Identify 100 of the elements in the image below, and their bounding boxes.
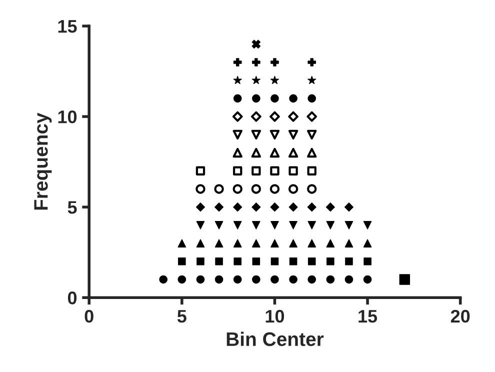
point <box>196 184 206 194</box>
point <box>308 58 316 66</box>
y-axis-title: Frequency <box>34 112 52 210</box>
point <box>306 111 318 122</box>
point <box>326 239 335 248</box>
point <box>363 239 372 248</box>
point <box>233 58 242 66</box>
point <box>307 184 317 194</box>
point <box>363 275 372 284</box>
point <box>326 258 334 266</box>
point <box>252 166 261 176</box>
point <box>252 239 260 248</box>
point <box>288 148 298 158</box>
y-tick-label: 10 <box>58 110 77 124</box>
y-tick-label: 5 <box>68 201 77 214</box>
point <box>288 111 298 122</box>
point <box>233 221 242 230</box>
point <box>270 184 280 194</box>
point <box>399 274 410 285</box>
point <box>344 202 354 212</box>
point <box>270 130 280 140</box>
point <box>308 94 316 103</box>
point <box>270 58 279 66</box>
point <box>178 275 186 284</box>
point <box>233 202 242 212</box>
x-tick-label: 5 <box>177 310 186 323</box>
point <box>215 258 223 266</box>
point <box>196 258 204 266</box>
point <box>289 94 298 103</box>
point <box>252 221 260 230</box>
point <box>326 275 335 284</box>
point <box>233 239 242 248</box>
point <box>233 275 242 284</box>
point <box>214 275 224 284</box>
point <box>233 94 242 103</box>
point <box>308 76 316 84</box>
point <box>344 275 354 284</box>
x-tick-label: 20 <box>450 310 470 323</box>
x-tick-label: 10 <box>266 310 284 323</box>
point <box>289 275 298 284</box>
point <box>288 202 298 212</box>
point <box>214 221 224 230</box>
point <box>270 166 280 176</box>
point <box>326 221 335 230</box>
point <box>233 76 242 84</box>
y-tick-label: 0 <box>68 292 77 304</box>
point <box>288 166 298 176</box>
point <box>345 258 353 266</box>
point <box>289 221 298 230</box>
point <box>232 148 242 158</box>
x-tick-label: 0 <box>84 310 94 323</box>
point <box>307 166 316 176</box>
point <box>307 130 317 140</box>
point <box>232 111 243 122</box>
point <box>214 239 224 248</box>
x-axis-title: Bin Center <box>226 332 324 346</box>
point <box>252 258 260 266</box>
point <box>252 275 260 284</box>
point <box>270 94 279 103</box>
point <box>251 130 262 140</box>
point <box>214 202 224 212</box>
point <box>250 111 262 122</box>
point <box>289 239 298 248</box>
point <box>270 76 280 84</box>
point <box>234 258 242 266</box>
point <box>307 202 316 212</box>
point <box>252 202 261 212</box>
point <box>251 148 262 158</box>
point <box>252 40 261 49</box>
x-tick-label: 15 <box>358 310 378 323</box>
point <box>196 166 206 176</box>
point <box>251 184 262 194</box>
point <box>214 184 224 194</box>
point <box>270 275 279 284</box>
point <box>270 111 280 122</box>
point <box>178 239 186 248</box>
point <box>326 202 335 212</box>
point <box>270 258 279 266</box>
point <box>270 148 280 158</box>
point <box>288 130 298 140</box>
point <box>252 94 260 103</box>
point <box>196 239 205 248</box>
point <box>159 275 168 284</box>
point <box>233 166 242 176</box>
point <box>270 202 280 212</box>
point <box>288 184 298 194</box>
point <box>270 221 279 230</box>
point <box>363 221 372 230</box>
point <box>196 202 205 212</box>
point <box>178 258 186 266</box>
point <box>196 221 205 230</box>
y-tick-label: 15 <box>58 20 77 33</box>
point <box>308 275 316 284</box>
point <box>307 148 317 158</box>
point <box>308 258 316 266</box>
point <box>252 58 260 66</box>
point <box>308 239 316 248</box>
point <box>232 184 242 194</box>
point <box>364 258 372 266</box>
point <box>344 221 354 230</box>
